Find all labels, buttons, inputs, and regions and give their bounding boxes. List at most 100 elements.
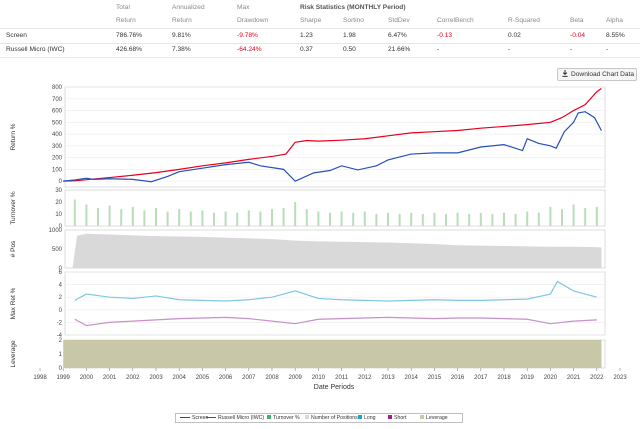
y-tick-label: 700 (52, 97, 63, 103)
legend-item-turnover-[interactable]: Turnover % (267, 414, 300, 422)
legend-item-short[interactable]: Short (388, 414, 406, 422)
y-axis-label: Max Ret % (10, 287, 17, 319)
legend-swatch (206, 416, 216, 418)
legend-label: Russell Micro (IWC) (218, 415, 265, 421)
header-return-annualized: Return (172, 17, 192, 24)
sharpe: 0.37 (300, 46, 313, 53)
turnover-bar (166, 211, 169, 226)
x-tick-label: 2019 (521, 375, 535, 381)
turnover-bar (282, 208, 285, 226)
series-line-long (74, 280, 597, 302)
legend-item-russell-micro-iwc-[interactable]: Russell Micro (IWC) (206, 414, 264, 422)
legend-swatch (420, 415, 424, 419)
turnover-bar (155, 208, 157, 226)
stddev: 6.47% (388, 32, 407, 39)
x-tick-label: 2013 (381, 375, 395, 381)
turnover-bar (317, 211, 320, 226)
annualized-return: 9.81% (172, 32, 191, 39)
download-label: Download Chart Data (571, 71, 635, 78)
turnover-bar (143, 210, 146, 226)
header-correl: CorrelBench (437, 17, 474, 24)
header-total: Total (116, 4, 130, 11)
y-tick-label: 1 (59, 352, 63, 358)
divider (0, 57, 640, 58)
plot-frame (64, 86, 606, 188)
panel-4: 0 1 2 Leverage 1998 1999 2000 2001 2002 2003 2004 2… (10, 338, 627, 391)
x-tick-label: 2003 (149, 375, 163, 381)
x-tick-label: 2011 (335, 375, 349, 381)
turnover-bar (375, 214, 378, 226)
turnover-bar (189, 211, 192, 226)
x-tick-label: 2014 (405, 375, 419, 381)
turnover-bar (247, 210, 250, 226)
y-tick-label: 500 (52, 120, 63, 126)
legend-item-leverage[interactable]: Leverage (420, 414, 448, 422)
turnover-bar (387, 212, 389, 226)
header-beta: Beta (570, 17, 584, 24)
turnover-bar (340, 211, 343, 226)
header-annualized: Annualized (172, 4, 205, 11)
header-sharpe: Sharpe (300, 17, 322, 24)
y-tick-label: 200 (52, 156, 63, 162)
download-chart-data-button[interactable]: Download Chart Data (557, 68, 637, 81)
plot-frame (64, 271, 606, 336)
legend-item-long[interactable]: Long (358, 414, 376, 422)
header-rsq: R-Squared (508, 17, 540, 24)
y-tick-label: 30 (55, 188, 62, 194)
legend-label: Turnover % (273, 415, 300, 421)
turnover-bar (572, 204, 575, 226)
legend-item-number-of-positions[interactable]: Number of Positions (305, 414, 358, 422)
turnover-bar (445, 214, 447, 226)
x-tick-label: 2000 (80, 375, 94, 381)
header-drawdown: Drawdown (237, 17, 269, 24)
r-squared: - (508, 46, 511, 53)
turnover-bar (271, 209, 273, 226)
turnover-bar (595, 206, 598, 226)
total-return: 786.76% (116, 32, 143, 39)
x-tick-label: 2022 (590, 375, 604, 381)
x-tick-label: 2015 (428, 375, 442, 381)
beta: - (570, 46, 573, 53)
y-tick-label: 0 (59, 179, 63, 185)
total-return: 426.68% (116, 46, 143, 53)
turnover-bar (224, 211, 227, 226)
y-tick-label: 400 (52, 132, 63, 138)
divider (0, 28, 640, 29)
turnover-bar (526, 211, 529, 226)
turnover-bar (456, 212, 459, 226)
panel-2: 0 500 1000 # Pos (10, 228, 606, 272)
turnover-bar (549, 206, 552, 226)
x-axis-label: Date Periods (314, 384, 355, 391)
alpha: - (606, 46, 609, 53)
plot-frame (64, 189, 606, 227)
turnover-bar (108, 205, 111, 226)
y-tick-label: 100 (52, 167, 63, 173)
legend-swatch (267, 415, 271, 419)
header-alpha: Alpha (606, 17, 623, 24)
legend-label: Screen (192, 415, 209, 421)
x-tick-label: 2016 (451, 375, 465, 381)
y-tick-label: 500 (52, 247, 63, 253)
y-tick-label: -2 (57, 320, 63, 326)
y-tick-label: 300 (52, 144, 63, 150)
y-axis-label: Return % (10, 123, 17, 150)
y-tick-label: 2 (59, 295, 63, 301)
y-tick-label: 4 (59, 283, 63, 289)
y-tick-label: 6 (59, 270, 63, 276)
x-tick-label: 2005 (196, 375, 210, 381)
x-tick-label: 2020 (544, 375, 558, 381)
turnover-bar (537, 212, 540, 226)
turnover-bar (259, 211, 262, 226)
y-tick-label: 800 (52, 85, 63, 91)
turnover-bar (305, 209, 308, 226)
x-tick-label: 1998 (33, 375, 47, 381)
row-name: Russell Micro (IWC) (6, 46, 65, 53)
x-tick-label: 2001 (103, 375, 117, 381)
annualized-return: 7.38% (172, 46, 191, 53)
legend-label: Leverage (426, 415, 448, 421)
x-tick-label: 2007 (242, 375, 256, 381)
x-tick-label: 2012 (358, 375, 372, 381)
legend-item-screen[interactable]: Screen (180, 414, 208, 422)
y-axis-label: # Pos (10, 240, 17, 257)
x-tick-label: 2021 (567, 375, 581, 381)
